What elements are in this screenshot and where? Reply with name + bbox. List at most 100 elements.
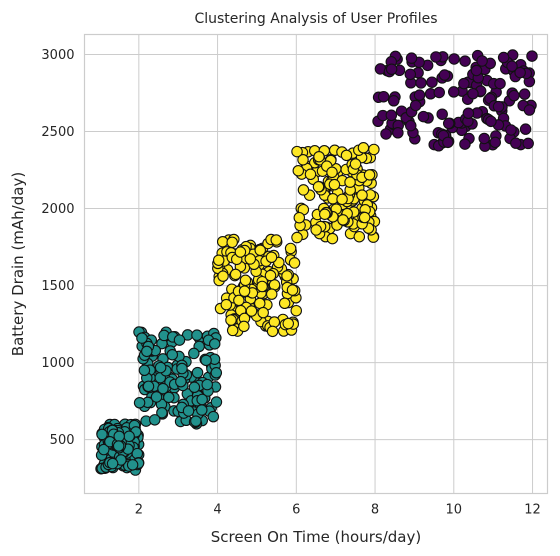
data-point-cluster-1 <box>137 333 147 343</box>
x-tick-label: 4 <box>213 503 221 518</box>
data-point-cluster-2 <box>214 255 224 265</box>
data-point-cluster-2 <box>287 285 297 295</box>
data-point-cluster-2 <box>293 166 303 176</box>
data-point-cluster-1 <box>211 368 221 378</box>
data-point-cluster-0 <box>416 78 426 88</box>
data-point-cluster-1 <box>211 397 221 407</box>
x-tick-label: 12 <box>524 503 541 518</box>
data-point-cluster-2 <box>257 281 267 291</box>
data-point-cluster-2 <box>230 269 240 279</box>
data-point-cluster-1 <box>189 382 199 392</box>
data-point-cluster-1 <box>192 367 202 377</box>
data-point-cluster-0 <box>449 54 459 64</box>
data-point-cluster-2 <box>292 232 302 242</box>
data-point-cluster-1 <box>197 394 207 404</box>
data-point-cluster-2 <box>255 245 265 255</box>
data-point-cluster-1 <box>158 383 168 393</box>
y-tick-label: 3000 <box>41 48 74 63</box>
data-point-cluster-1 <box>127 460 137 470</box>
data-point-cluster-2 <box>369 144 379 154</box>
data-point-cluster-1 <box>124 431 134 441</box>
data-point-cluster-1 <box>113 441 123 451</box>
data-point-cluster-0 <box>509 90 519 100</box>
data-point-cluster-0 <box>486 116 496 126</box>
x-tick-label: 2 <box>135 503 143 518</box>
data-point-cluster-0 <box>393 128 403 138</box>
data-point-cluster-2 <box>218 271 228 281</box>
data-point-cluster-2 <box>267 289 277 299</box>
data-point-cluster-1 <box>174 335 184 345</box>
data-point-cluster-2 <box>359 212 369 222</box>
data-point-cluster-0 <box>498 52 508 62</box>
data-point-cluster-0 <box>434 87 444 97</box>
x-tick-label: 6 <box>292 503 300 518</box>
data-point-cluster-0 <box>520 124 530 134</box>
data-point-cluster-0 <box>414 90 424 100</box>
data-point-cluster-0 <box>378 92 388 102</box>
data-point-cluster-0 <box>444 118 454 128</box>
data-point-cluster-0 <box>381 129 391 139</box>
data-point-cluster-1 <box>201 355 211 365</box>
data-point-cluster-2 <box>258 307 268 317</box>
data-point-cluster-2 <box>239 321 249 331</box>
data-point-cluster-0 <box>418 111 428 121</box>
data-point-cluster-1 <box>150 415 160 425</box>
data-point-cluster-2 <box>292 146 302 156</box>
data-point-cluster-0 <box>506 125 516 135</box>
data-point-cluster-2 <box>226 315 236 325</box>
x-axis-label: Screen On Time (hours/day) <box>211 528 421 546</box>
data-point-cluster-2 <box>239 286 249 296</box>
data-point-cluster-2 <box>357 190 367 200</box>
y-tick-label: 1000 <box>41 356 74 371</box>
data-point-cluster-1 <box>167 350 177 360</box>
data-point-cluster-2 <box>329 179 339 189</box>
data-point-cluster-2 <box>218 237 228 247</box>
data-point-cluster-1 <box>191 416 201 426</box>
data-point-cluster-1 <box>139 365 149 375</box>
data-point-cluster-0 <box>460 56 470 66</box>
data-point-cluster-0 <box>389 96 399 106</box>
data-point-cluster-0 <box>427 77 437 87</box>
data-point-cluster-1 <box>183 406 193 416</box>
data-point-cluster-1 <box>176 376 186 386</box>
data-point-cluster-2 <box>271 235 281 245</box>
data-point-cluster-2 <box>227 325 237 335</box>
data-point-cluster-2 <box>305 169 315 179</box>
data-point-cluster-2 <box>267 326 277 336</box>
data-point-cluster-0 <box>471 65 481 75</box>
data-point-cluster-2 <box>294 213 304 223</box>
data-point-cluster-2 <box>354 232 364 242</box>
data-point-cluster-2 <box>337 194 347 204</box>
data-point-cluster-1 <box>177 363 187 373</box>
data-point-cluster-0 <box>406 120 416 130</box>
data-point-cluster-2 <box>320 209 330 219</box>
chart-title: Clustering Analysis of User Profiles <box>194 11 437 27</box>
data-point-cluster-0 <box>490 137 500 147</box>
data-point-cluster-2 <box>358 143 368 153</box>
data-point-cluster-2 <box>235 247 245 257</box>
data-point-cluster-2 <box>269 317 279 327</box>
x-tick-label: 10 <box>446 503 463 518</box>
data-point-cluster-1 <box>192 330 202 340</box>
data-point-cluster-1 <box>107 458 117 468</box>
data-point-cluster-0 <box>449 87 459 97</box>
data-point-cluster-2 <box>283 318 293 328</box>
data-point-cluster-1 <box>208 411 218 421</box>
data-point-cluster-0 <box>386 110 396 120</box>
data-point-cluster-0 <box>493 101 503 111</box>
data-point-cluster-0 <box>437 109 447 119</box>
data-point-cluster-2 <box>313 182 323 192</box>
y-tick-label: 2000 <box>41 202 74 217</box>
data-point-cluster-2 <box>314 152 324 162</box>
data-point-cluster-2 <box>289 258 299 268</box>
data-point-cluster-2 <box>364 170 374 180</box>
data-point-cluster-1 <box>189 348 199 358</box>
data-point-cluster-2 <box>350 159 360 169</box>
data-point-cluster-0 <box>519 89 529 99</box>
y-tick-label: 500 <box>50 433 75 448</box>
y-tick-label: 1500 <box>41 279 74 294</box>
data-point-cluster-2 <box>265 270 275 280</box>
data-point-cluster-0 <box>477 56 487 66</box>
data-point-cluster-0 <box>515 67 525 77</box>
data-point-cluster-0 <box>431 52 441 62</box>
